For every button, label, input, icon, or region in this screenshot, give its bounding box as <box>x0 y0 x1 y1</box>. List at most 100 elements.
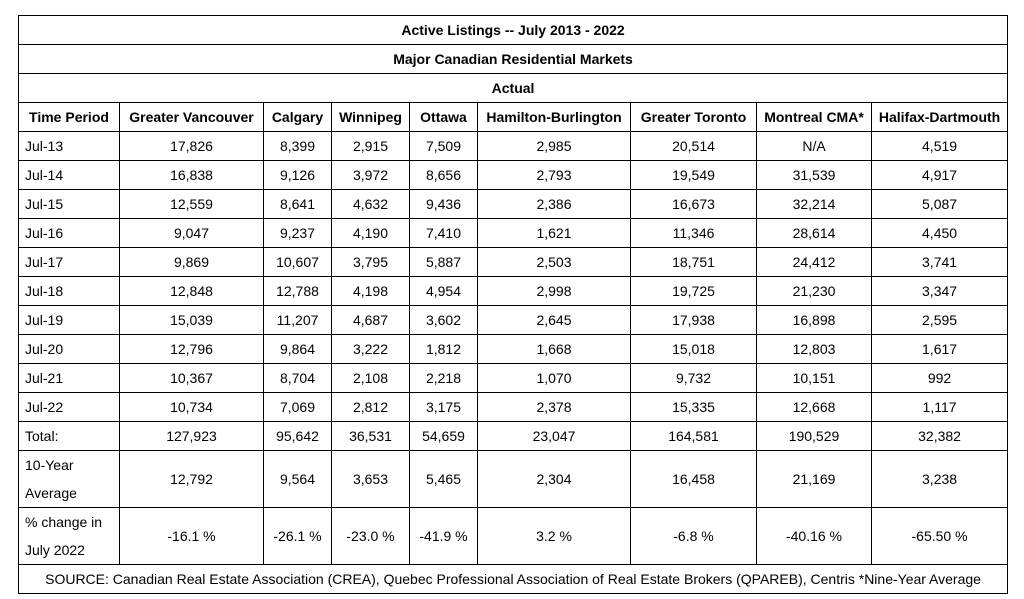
table-title: Major Canadian Residential Markets <box>17 44 1009 74</box>
cell-value: 2,793 <box>477 160 631 190</box>
row-label: Jul-13 <box>18 131 120 161</box>
cell-value: 20,514 <box>630 131 757 161</box>
data-row: Jul-13 17,826 8,399 2,915 7,509 2,985 20,514 N/… <box>18 131 1009 161</box>
cell-value: 12,788 <box>263 276 332 306</box>
cell-value: 10,607 <box>263 247 332 277</box>
cell-value: 190,529 <box>756 421 872 451</box>
data-row: Jul-19 15,039 11,207 4,687 3,602 2,645 17,938 1… <box>18 305 1009 335</box>
cell-value: 12,559 <box>119 189 264 219</box>
cell-value: 2,386 <box>477 189 631 219</box>
cell-value: 12,796 <box>119 334 264 364</box>
cell-value: 18,751 <box>630 247 757 277</box>
cell-value: 10,367 <box>119 363 264 393</box>
cell-value: 1,117 <box>870 392 1009 422</box>
cell-value: 3,238 <box>870 450 1009 508</box>
column-header: Calgary <box>263 102 332 132</box>
data-row: Total: 127,923 95,642 36,531 54,659 23,047 164… <box>18 421 1009 451</box>
cell-value: 16,898 <box>756 305 872 335</box>
cell-value: 7,509 <box>409 131 478 161</box>
cell-value: 2,218 <box>409 363 478 393</box>
cell-value: 3.2 % <box>477 507 631 565</box>
cell-value: -16.1 % <box>119 507 264 565</box>
cell-value: 4,687 <box>331 305 410 335</box>
cell-value: 2,378 <box>477 392 631 422</box>
cell-value: 54,659 <box>409 421 478 451</box>
cell-value: 5,087 <box>870 189 1009 219</box>
cell-value: 10,734 <box>119 392 264 422</box>
cell-value: 2,985 <box>477 131 631 161</box>
cell-value: 17,826 <box>119 131 264 161</box>
title-row: Actual <box>17 73 1009 103</box>
cell-value: 8,656 <box>409 160 478 190</box>
row-label: Jul-21 <box>18 363 120 393</box>
cell-value: 15,335 <box>630 392 757 422</box>
title-row: Major Canadian Residential Markets <box>17 44 1009 74</box>
cell-value: 11,207 <box>263 305 332 335</box>
cell-value: 9,126 <box>263 160 332 190</box>
row-label: Jul-20 <box>18 334 120 364</box>
source-row: SOURCE: Canadian Real Estate Association… <box>17 564 1009 594</box>
cell-value: 12,792 <box>119 450 264 508</box>
cell-value: 11,346 <box>630 218 757 248</box>
cell-value: 2,998 <box>477 276 631 306</box>
cell-value: 9,237 <box>263 218 332 248</box>
cell-value: 21,169 <box>756 450 872 508</box>
row-label: Jul-17 <box>18 247 120 277</box>
cell-value: 4,954 <box>409 276 478 306</box>
cell-value: 32,382 <box>870 421 1009 451</box>
listings-table: Active Listings -- July 2013 - 2022 Major… <box>17 15 1009 594</box>
cell-value: 2,812 <box>331 392 410 422</box>
cell-value: -23.0 % <box>331 507 410 565</box>
cell-value: 16,673 <box>630 189 757 219</box>
cell-value: 1,617 <box>870 334 1009 364</box>
cell-value: 2,304 <box>477 450 631 508</box>
column-header: Hamilton-Burlington <box>477 102 631 132</box>
cell-value: 4,917 <box>870 160 1009 190</box>
cell-value: 3,653 <box>331 450 410 508</box>
cell-value: 31,539 <box>756 160 872 190</box>
cell-value: 3,972 <box>331 160 410 190</box>
cell-value: N/A <box>756 131 872 161</box>
cell-value: 4,198 <box>331 276 410 306</box>
cell-value: 2,595 <box>870 305 1009 335</box>
row-label: Total: <box>18 421 120 451</box>
data-row: Jul-17 9,869 10,607 3,795 5,887 2,503 18,751 24… <box>18 247 1009 277</box>
cell-value: 24,412 <box>756 247 872 277</box>
row-label: Jul-14 <box>18 160 120 190</box>
row-label: Jul-15 <box>18 189 120 219</box>
cell-value: 15,039 <box>119 305 264 335</box>
row-label: % change in July 2022 <box>18 507 120 565</box>
cell-value: 5,465 <box>409 450 478 508</box>
cell-value: 8,399 <box>263 131 332 161</box>
cell-value: 992 <box>870 363 1009 393</box>
cell-value: 7,410 <box>409 218 478 248</box>
cell-value: 10,151 <box>756 363 872 393</box>
cell-value: 16,838 <box>119 160 264 190</box>
cell-value: 9,047 <box>119 218 264 248</box>
cell-value: 15,018 <box>630 334 757 364</box>
cell-value: 17,938 <box>630 305 757 335</box>
cell-value: 3,222 <box>331 334 410 364</box>
cell-value: 9,732 <box>630 363 757 393</box>
cell-value: -41.9 % <box>409 507 478 565</box>
data-row: Jul-15 12,559 8,641 4,632 9,436 2,386 16,673 32… <box>18 189 1009 219</box>
header-row: Time Period Greater Vancouver Calgary Winni… <box>18 102 1009 132</box>
cell-value: 28,614 <box>756 218 872 248</box>
cell-value: 4,632 <box>331 189 410 219</box>
cell-value: -6.8 % <box>630 507 757 565</box>
row-label: Jul-16 <box>18 218 120 248</box>
cell-value: 9,436 <box>409 189 478 219</box>
cell-value: -65.50 % <box>870 507 1009 565</box>
column-header: Winnipeg <box>331 102 410 132</box>
cell-value: 1,668 <box>477 334 631 364</box>
cell-value: 4,519 <box>870 131 1009 161</box>
cell-value: 32,214 <box>756 189 872 219</box>
cell-value: 2,915 <box>331 131 410 161</box>
cell-value: 9,564 <box>263 450 332 508</box>
cell-value: 9,869 <box>119 247 264 277</box>
column-header: Ottawa <box>409 102 478 132</box>
column-header: Halifax-Dartmouth <box>870 102 1009 132</box>
cell-value: 16,458 <box>630 450 757 508</box>
cell-value: 36,531 <box>331 421 410 451</box>
